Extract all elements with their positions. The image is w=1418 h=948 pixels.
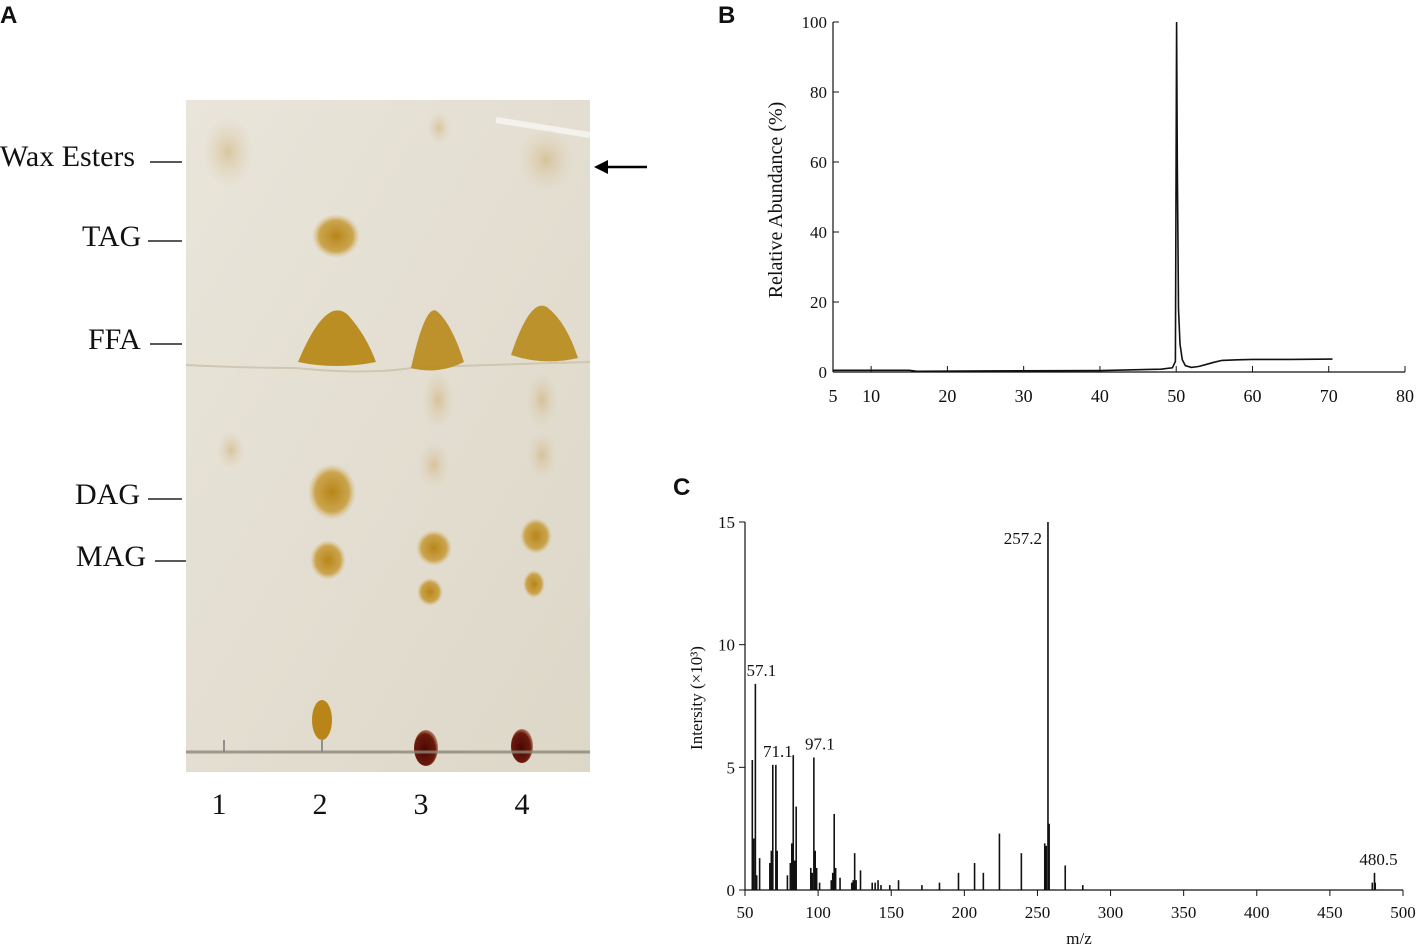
band-label-tag: TAG (82, 220, 141, 254)
panel-letter-c: C (673, 474, 691, 501)
chart-c-x-tick-label: 400 (1244, 903, 1270, 922)
lane-label-4: 4 (514, 788, 530, 821)
chart-c-peak-label: 97.1 (805, 735, 835, 754)
lane4-wax-spot (518, 128, 574, 192)
chart-c-peak-label: 257.2 (1004, 529, 1042, 548)
chart-c-x-tick-label: 500 (1390, 903, 1416, 922)
lane4-smear (526, 372, 558, 428)
chart-c-peak-label: 57.1 (747, 661, 777, 680)
chart-c-peak-label: 71.1 (763, 742, 793, 761)
lane2-dag-spot (308, 464, 356, 520)
lane3-top-spot (427, 112, 451, 144)
band-label-dag: DAG (75, 478, 140, 512)
chart-c-y-tick-label: 15 (718, 513, 735, 532)
chart-b-x-tick-label: 20 (938, 386, 956, 406)
panel-letter-a: A (0, 2, 18, 29)
chart-b-y-tick-label: 80 (810, 83, 827, 102)
lane2-mag-spot (310, 540, 346, 580)
chart-c-x-tick-label: 100 (805, 903, 831, 922)
band-label-text: Wax Esters (0, 140, 136, 173)
chart-b-plot (833, 21, 1333, 373)
chart-c-xlabel: m/z (1066, 929, 1092, 948)
chart-b-x-tick-label: 70 (1320, 386, 1338, 406)
chart-c-x-tick-label: 250 (1025, 903, 1051, 922)
band-label-wax-esters: Wax Esters (0, 140, 135, 174)
solvent-front-line (185, 361, 591, 373)
lane-label-1: 1 (211, 788, 227, 821)
lane1-wax-spot (202, 116, 254, 188)
chart-c-x-tick-label: 200 (952, 903, 978, 922)
chart-b-y-tick-label: 40 (810, 223, 827, 242)
tlc-leader-lines (148, 160, 647, 562)
chart-b-ylabel: Relative Abundance (%) (765, 102, 787, 299)
chart-c-x-tick-label: 300 (1098, 903, 1124, 922)
chart-b-x-tick-label: 50 (1167, 386, 1185, 406)
chart-c-plot: 57.1 71.1 97.1 257.2 480.5 (747, 522, 1398, 890)
chart-b-x-tick-label: 5 (829, 386, 838, 406)
lane2-ffa-spot (298, 310, 376, 366)
lane4-mag-spot (520, 518, 552, 554)
lane3-mag-spot (416, 530, 452, 566)
chart-b-y-tick-label: 60 (810, 153, 827, 172)
chart-c-ylabel: Intersity (×10³) (687, 646, 706, 750)
band-label-text: TAG (82, 220, 142, 253)
chart-b-x-tick-label: 40 (1091, 386, 1109, 406)
chart-b-axes: 0 20 40 60 80 100 5 10 20 30 40 50 60 70 80 (802, 13, 1415, 406)
lane3-faint-spot (418, 441, 450, 489)
lane2-tag-spot (312, 214, 360, 258)
chart-c-y-tick-label: 0 (727, 881, 736, 900)
lane3-lower-spot (417, 578, 443, 606)
chart-b-y-tick-label: 20 (810, 293, 827, 312)
chart-c-peak-label: 480.5 (1359, 850, 1397, 869)
plate-edge (495, 117, 591, 138)
tlc-plate-image (185, 100, 591, 772)
lane2-origin-spot (312, 700, 332, 740)
chart-b-x-tick-label: 60 (1243, 386, 1261, 406)
chart-c-y-tick-label: 5 (727, 758, 736, 777)
lane4-ffa-spot (511, 305, 578, 362)
lane3-smear (422, 370, 454, 430)
lane-label-3: 3 (413, 788, 429, 821)
chart-b-x-tick-label: 10 (862, 386, 880, 406)
chart-c-x-tick-label: 50 (737, 903, 754, 922)
band-label-mag: MAG (76, 540, 146, 574)
lane-label-2: 2 (312, 788, 328, 821)
plate-background (186, 100, 590, 772)
chart-b: Relative Abundance (%) 0 20 40 60 80 100 5 10 20… (765, 13, 1415, 406)
chart-c-axes: 0 5 10 15 50 100 150 200 250 300 350 400 450 500 (718, 513, 1416, 922)
chart-b-x-tick-label: 80 (1396, 386, 1414, 406)
lane4-lower-spot (523, 570, 545, 598)
chart-c-y-tick-label: 10 (718, 636, 735, 655)
chart-c-x-tick-label: 150 (878, 903, 904, 922)
chart-c-x-tick-label: 350 (1171, 903, 1197, 922)
band-label-ffa: FFA (88, 323, 141, 357)
lane1-faint-spot (217, 430, 245, 470)
lane4-faint-spot (527, 431, 557, 479)
chart-b-x-tick-label: 30 (1015, 386, 1033, 406)
lane3-ffa-spot (411, 310, 464, 371)
chart-c-x-tick-label: 450 (1317, 903, 1343, 922)
chart-c: Intersity (×10³) m/z 0 5 10 15 50 100 150 200 25… (687, 513, 1416, 948)
lane4-origin-spot (511, 729, 533, 763)
band-label-text: FFA (88, 323, 141, 356)
chart-b-y-tick-label: 0 (819, 363, 828, 382)
panel-letter-b: B (718, 2, 736, 29)
chart-b-y-tick-label: 100 (802, 13, 828, 32)
arrow-left-icon (594, 160, 647, 174)
band-label-text: MAG (76, 540, 147, 573)
lane3-origin-spot (414, 730, 438, 766)
chart-b-series-line (833, 21, 1333, 373)
band-label-text: DAG (75, 478, 140, 511)
